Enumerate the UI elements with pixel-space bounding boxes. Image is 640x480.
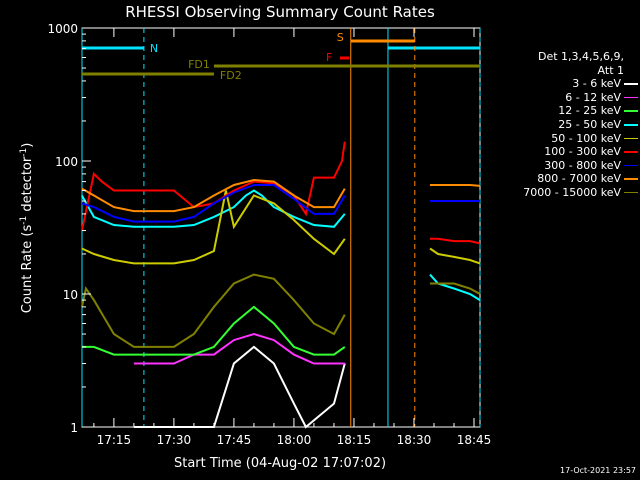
fd1-label: FD1 bbox=[188, 58, 210, 71]
legend-entry: 100 - 300 keV bbox=[484, 145, 638, 159]
y-axis-label-sup2: -1 bbox=[19, 148, 29, 157]
legend-swatch bbox=[624, 191, 638, 194]
series-line bbox=[81, 184, 346, 223]
y-tick-label: 1 bbox=[70, 421, 78, 435]
series bbox=[81, 189, 481, 301]
x-tick-label: 18:30 bbox=[397, 433, 432, 447]
series-line bbox=[429, 273, 481, 301]
legend-swatch bbox=[624, 83, 638, 85]
series bbox=[81, 184, 480, 223]
legend-swatch bbox=[624, 164, 638, 167]
legend-entry: 50 - 100 keV bbox=[484, 132, 638, 146]
series-line bbox=[430, 184, 481, 187]
legend-entry: 6 - 12 keV bbox=[484, 91, 638, 105]
y-tick-label: 100 bbox=[55, 155, 78, 169]
y-axis-label: Count Rate (s-1 detector-1) bbox=[19, 143, 35, 314]
series-layer bbox=[80, 141, 481, 429]
y-axis-label-part1: Count Rate (s bbox=[20, 225, 35, 314]
saa-label: S bbox=[337, 31, 344, 44]
x-tick-label: 18:15 bbox=[337, 433, 372, 447]
series-line bbox=[430, 282, 481, 295]
axis-ticks: 1 10 100 1000 17:15 17:30 17:45 18:00 18:15 18:30… bbox=[47, 22, 491, 447]
legend-entry: 12 - 25 keV bbox=[484, 104, 638, 118]
legend-label: 300 - 800 keV bbox=[544, 158, 621, 172]
series-line bbox=[81, 305, 346, 356]
series-line bbox=[133, 345, 346, 429]
series bbox=[81, 190, 481, 265]
legend-label: 50 - 100 keV bbox=[551, 131, 621, 145]
series-line bbox=[81, 190, 346, 265]
series-line bbox=[429, 247, 481, 265]
series-line bbox=[81, 189, 346, 228]
legend-swatch bbox=[624, 110, 638, 112]
legend-header-line1: Det 1,3,4,5,6,9, bbox=[537, 50, 624, 63]
legend-label: 3 - 6 keV bbox=[572, 77, 621, 91]
y-axis-label-part3: ) bbox=[20, 143, 35, 148]
series bbox=[81, 178, 481, 213]
fd2-label: FD2 bbox=[220, 69, 242, 82]
legend-swatch bbox=[624, 124, 638, 126]
legend: Det 1,3,4,5,6,9, Att 1 3 - 6 keV 6 - 12 … bbox=[484, 50, 638, 200]
legend-entry: 3 - 6 keV bbox=[484, 77, 638, 91]
legend-entry: 300 - 800 keV bbox=[484, 159, 638, 173]
legend-label: 100 - 300 keV bbox=[544, 145, 621, 159]
legend-label: 800 - 7000 keV bbox=[537, 172, 621, 186]
chart-title: RHESSI Observing Summary Count Rates bbox=[125, 3, 435, 21]
series bbox=[81, 305, 346, 356]
legend-label: 6 - 12 keV bbox=[565, 90, 621, 104]
legend-entry: 800 - 7000 keV bbox=[484, 172, 638, 186]
series-line bbox=[430, 237, 481, 245]
series bbox=[80, 273, 481, 348]
flare-label: F bbox=[326, 51, 332, 64]
x-axis-label: Start Time (04-Aug-02 17:07:02) bbox=[174, 456, 386, 471]
y-axis-label-part2: detector bbox=[20, 156, 35, 216]
legend-label: 25 - 50 keV bbox=[558, 117, 621, 131]
legend-swatch bbox=[624, 137, 638, 140]
series-line bbox=[80, 273, 346, 348]
series-line bbox=[133, 332, 345, 365]
x-tick-label: 18:45 bbox=[457, 433, 492, 447]
series-line bbox=[81, 178, 346, 213]
legend-swatch bbox=[624, 178, 638, 180]
y-tick-label: 10 bbox=[63, 288, 78, 302]
legend-swatch bbox=[624, 96, 638, 99]
legend-label: 12 - 25 keV bbox=[558, 104, 621, 118]
legend-entry: 25 - 50 keV bbox=[484, 118, 638, 132]
night-label: N bbox=[150, 42, 158, 55]
legend-swatch bbox=[624, 151, 638, 153]
series bbox=[133, 332, 345, 365]
x-tick-label: 17:30 bbox=[157, 433, 192, 447]
x-tick-label: 17:45 bbox=[217, 433, 252, 447]
legend-label: 7000 - 15000 keV bbox=[523, 185, 621, 199]
x-tick-label: 17:15 bbox=[97, 433, 132, 447]
x-tick-label: 18:00 bbox=[277, 433, 312, 447]
y-axis-label-sup1: -1 bbox=[19, 216, 29, 225]
legend-header-line2: Att 1 bbox=[597, 63, 624, 77]
series bbox=[80, 141, 481, 245]
y-tick-label: 1000 bbox=[47, 22, 78, 36]
legend-entry: 7000 - 15000 keV bbox=[484, 186, 638, 200]
timestamp: 17-Oct-2021 23:57 bbox=[560, 466, 636, 475]
